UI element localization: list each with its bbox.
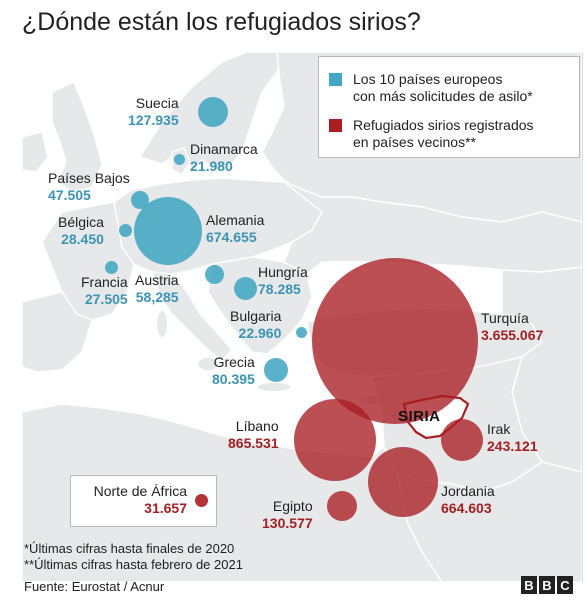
label-turquia: Turquía 3.655.067 (481, 310, 543, 344)
country-name: Hungría (258, 264, 308, 280)
country-value: 127.935 (128, 112, 179, 128)
bubble-dinamarca (174, 154, 185, 165)
country-value: 674.655 (206, 229, 257, 245)
label-dinamarca: Dinamarca 21.980 (190, 141, 258, 175)
country-value: 664.603 (441, 500, 492, 516)
footnotes: *Últimas cifras hasta finales de 2020 **… (24, 541, 243, 573)
country-value: 243.121 (487, 438, 538, 454)
country-name: Dinamarca (190, 141, 258, 157)
legend-label-europe-1: Los 10 países europeos (353, 71, 503, 87)
refugee-map: Los 10 países europeos con más solicitud… (22, 52, 583, 582)
map-title: ¿Dónde están los refugiados sirios? (22, 8, 421, 36)
country-name: Bulgaria (230, 308, 282, 324)
label-paises-bajos: Países Bajos 47.505 (48, 170, 130, 204)
country-name: Suecia (135, 95, 179, 111)
legend-label-europe-2: con más solicitudes de asilo* (353, 88, 533, 104)
label-hungria: Hungría 78.285 (258, 264, 308, 298)
country-value: 130.577 (262, 515, 313, 531)
country-value: 78.285 (258, 281, 301, 297)
country-name: Norte de África (93, 483, 187, 499)
bubble-bulgaria (296, 327, 307, 338)
label-irak: Irak 243.121 (487, 421, 538, 455)
country-name: Irak (487, 421, 511, 437)
bubble-austria (205, 265, 224, 284)
legend-swatch-neighbours (329, 119, 342, 132)
country-name: Países Bajos (48, 170, 130, 186)
source-note: Fuente: Eurostat / Acnur (24, 579, 165, 594)
country-value: 3.655.067 (481, 327, 544, 343)
label-jordania: Jordania 664.603 (441, 483, 495, 517)
country-name: Jordania (441, 483, 495, 499)
country-value: 58,285 (135, 289, 179, 305)
legend-label-neighbours-2: en países vecinos** (353, 134, 476, 150)
bubble-grecia (264, 358, 288, 382)
footnote-1: *Últimas cifras hasta finales de 2020 (24, 541, 235, 556)
label-grecia: Grecia 80.395 (212, 354, 255, 388)
bubble-norte-de-africa (195, 494, 208, 507)
country-name: Turquía (481, 310, 529, 326)
bubble-jordania (368, 447, 438, 517)
bubble-hungria (234, 277, 257, 300)
country-name: Austria (135, 272, 179, 288)
north-africa-box: Norte de África 31.657 (70, 475, 217, 527)
label-suecia: Suecia 127.935 (128, 95, 179, 129)
label-egipto: Egipto 130.577 (262, 498, 313, 532)
bubble-belgica (119, 224, 132, 237)
country-value: 31.657 (144, 500, 187, 516)
bubble-libano (294, 399, 376, 481)
bubble-francia (105, 261, 118, 274)
bubble-irak (441, 419, 483, 461)
country-value: 865.531 (228, 435, 279, 451)
bubble-alemania (134, 197, 202, 265)
country-name: Líbano (235, 418, 279, 434)
bubble-turquia (312, 258, 478, 424)
legend-label-neighbours-1: Refugiados sirios registrados (353, 117, 534, 133)
legend-swatch-europe (329, 73, 342, 86)
syria-label: SIRIA (398, 408, 441, 425)
country-value: 47.505 (48, 187, 91, 203)
label-bulgaria: Bulgaria 22.960 (230, 308, 281, 342)
country-value: 21.980 (190, 158, 233, 174)
country-value: 80.395 (212, 371, 255, 387)
bubble-paises-bajos (131, 191, 149, 209)
country-name: Grecia (213, 354, 255, 370)
country-name: Alemania (206, 212, 265, 228)
label-austria: Austria 58,285 (135, 272, 179, 306)
country-value: 27.505 (84, 291, 128, 307)
label-alemania: Alemania 674.655 (206, 212, 264, 246)
label-francia: Francia 27.505 (81, 274, 128, 308)
country-name: Egipto (272, 498, 313, 514)
label-belgica: Bélgica 28.450 (58, 214, 104, 248)
label-libano: Líbano 865.531 (228, 418, 279, 452)
label-norte-de-africa: Norte de África 31.657 (79, 483, 187, 517)
legend: Los 10 países europeos con más solicitud… (318, 56, 580, 158)
country-name: Bélgica (58, 214, 104, 230)
country-value: 28.450 (61, 231, 104, 247)
footnote-2: **Últimas cifras hasta febrero de 2021 (24, 557, 243, 572)
country-name: Francia (81, 274, 128, 290)
bubble-suecia (198, 97, 228, 127)
country-value: 22.960 (238, 325, 282, 341)
bubble-egipto (327, 491, 357, 521)
